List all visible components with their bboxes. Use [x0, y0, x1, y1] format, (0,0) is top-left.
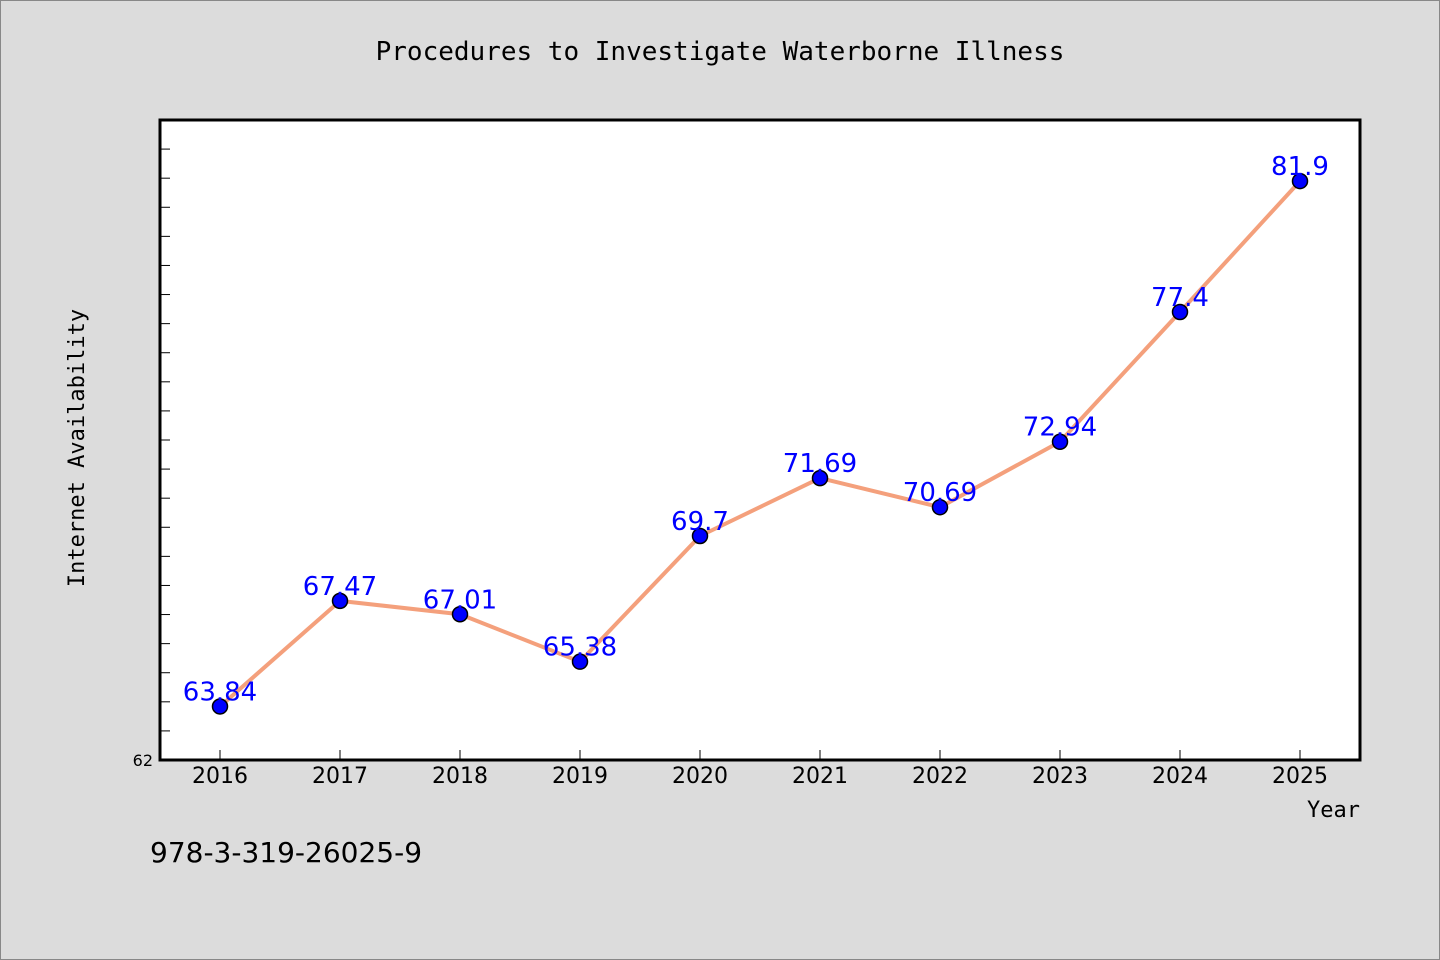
data-point-2018	[451, 606, 469, 623]
data-point-2022	[931, 498, 949, 516]
chart-title: Procedures to Investigate Waterborne Ill…	[376, 37, 1065, 67]
data-label-2017: 67.47	[303, 572, 377, 602]
data-label-2021: 71.69	[783, 449, 857, 479]
data-label-2022: 70.69	[903, 478, 977, 508]
data-point-2020	[691, 527, 709, 545]
data-labels: 63.84 67.47 67.01 65.38 69.7 71.69 70.69 72.94 7…	[183, 152, 1329, 707]
x-tick-labels: 2016 2017 2018 2019 2020 2021 2022 2023 2024 2025	[192, 764, 1328, 789]
data-label-2016: 63.84	[183, 677, 257, 707]
data-label-2025: 81.9	[1271, 152, 1329, 182]
isbn-text: 978-3-319-26025-9	[150, 836, 422, 869]
y-axis-ticks	[160, 148, 170, 732]
data-point-2021	[811, 469, 829, 487]
data-point-2016	[211, 698, 229, 715]
data-label-2024: 77.4	[1151, 283, 1209, 313]
y-axis-label: Internet Availability	[65, 309, 90, 587]
data-point-2024	[1171, 303, 1189, 321]
x-tick-label-2019: 2019	[552, 764, 608, 789]
data-markers	[211, 172, 1309, 715]
x-tick-label-2022: 2022	[912, 764, 968, 789]
x-tick-label-2024: 2024	[1152, 764, 1208, 789]
x-axis-ticks	[219, 750, 1301, 760]
y-tick-label-min: 62	[133, 751, 153, 770]
x-tick-label-2021: 2021	[792, 764, 848, 789]
data-label-2018: 67.01	[423, 585, 497, 615]
x-tick-label-2017: 2017	[312, 764, 368, 789]
data-point-2023	[1051, 433, 1069, 450]
x-axis-label: Year	[1307, 798, 1360, 823]
data-label-2020: 69.7	[671, 507, 729, 537]
x-tick-label-2025: 2025	[1272, 764, 1328, 789]
data-point-2017	[331, 592, 349, 610]
x-tick-label-2018: 2018	[432, 764, 488, 789]
x-tick-label-2016: 2016	[192, 764, 248, 789]
data-label-2019: 65.38	[543, 633, 617, 663]
data-point-2025	[1291, 172, 1309, 190]
plot-area	[158, 118, 1362, 762]
x-tick-label-2020: 2020	[672, 764, 728, 789]
x-tick-label-2023: 2023	[1032, 764, 1088, 789]
data-label-2023: 72.94	[1023, 413, 1097, 443]
series-line	[218, 179, 1302, 709]
data-point-2019	[571, 653, 589, 670]
